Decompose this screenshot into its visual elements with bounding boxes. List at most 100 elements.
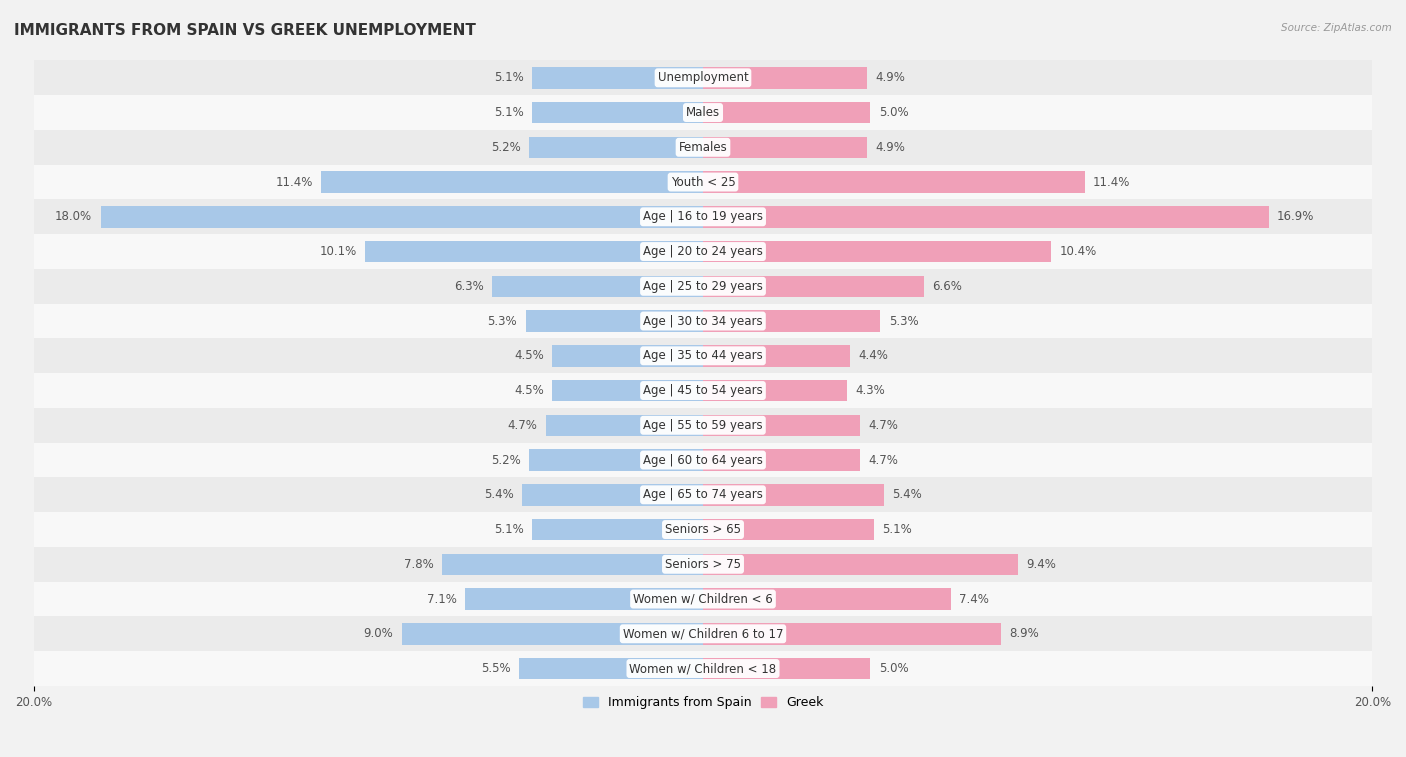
Bar	[34, 338, 1372, 373]
Text: 5.2%: 5.2%	[491, 141, 520, 154]
Bar	[703, 484, 884, 506]
Text: Youth < 25: Youth < 25	[671, 176, 735, 188]
Bar	[34, 616, 1372, 651]
Bar	[703, 101, 870, 123]
Bar	[34, 61, 1372, 95]
Text: 9.0%: 9.0%	[364, 628, 394, 640]
Bar	[441, 553, 703, 575]
Text: 5.4%: 5.4%	[484, 488, 513, 501]
Text: 4.7%: 4.7%	[869, 453, 898, 466]
Bar	[703, 241, 1052, 263]
Text: 5.4%: 5.4%	[893, 488, 922, 501]
Text: Age | 55 to 59 years: Age | 55 to 59 years	[643, 419, 763, 431]
Text: 6.3%: 6.3%	[454, 280, 484, 293]
Text: 7.1%: 7.1%	[427, 593, 457, 606]
Text: 5.1%: 5.1%	[494, 106, 524, 119]
Text: Age | 65 to 74 years: Age | 65 to 74 years	[643, 488, 763, 501]
Bar	[34, 373, 1372, 408]
Bar	[34, 234, 1372, 269]
Bar	[703, 171, 1084, 193]
Text: Seniors > 65: Seniors > 65	[665, 523, 741, 536]
Text: Females: Females	[679, 141, 727, 154]
Text: Age | 16 to 19 years: Age | 16 to 19 years	[643, 210, 763, 223]
Text: Women w/ Children < 18: Women w/ Children < 18	[630, 662, 776, 675]
Bar	[34, 408, 1372, 443]
Bar	[34, 512, 1372, 547]
Text: 11.4%: 11.4%	[276, 176, 314, 188]
Text: 9.4%: 9.4%	[1026, 558, 1056, 571]
Text: 4.4%: 4.4%	[859, 349, 889, 363]
Bar	[553, 380, 703, 401]
Text: 10.1%: 10.1%	[319, 245, 357, 258]
Bar	[533, 519, 703, 540]
Bar	[703, 623, 1001, 644]
Bar	[34, 269, 1372, 304]
Bar	[553, 345, 703, 366]
Bar	[529, 449, 703, 471]
Bar	[533, 101, 703, 123]
Text: 4.7%: 4.7%	[869, 419, 898, 431]
Text: Women w/ Children 6 to 17: Women w/ Children 6 to 17	[623, 628, 783, 640]
Bar	[34, 478, 1372, 512]
Bar	[703, 415, 860, 436]
Bar	[703, 345, 851, 366]
Bar	[34, 581, 1372, 616]
Bar	[366, 241, 703, 263]
Text: 7.8%: 7.8%	[404, 558, 433, 571]
Bar	[529, 136, 703, 158]
Text: Source: ZipAtlas.com: Source: ZipAtlas.com	[1281, 23, 1392, 33]
Text: Males: Males	[686, 106, 720, 119]
Text: 5.1%: 5.1%	[494, 523, 524, 536]
Bar	[34, 547, 1372, 581]
Bar	[703, 380, 846, 401]
Bar	[522, 484, 703, 506]
Text: 5.0%: 5.0%	[879, 662, 908, 675]
Text: 5.3%: 5.3%	[488, 315, 517, 328]
Bar	[519, 658, 703, 679]
Text: 5.2%: 5.2%	[491, 453, 520, 466]
Text: 6.6%: 6.6%	[932, 280, 962, 293]
Text: 7.4%: 7.4%	[959, 593, 988, 606]
Bar	[703, 276, 924, 297]
Bar	[703, 449, 860, 471]
Bar	[703, 310, 880, 332]
Bar	[492, 276, 703, 297]
Bar	[402, 623, 703, 644]
Text: 4.7%: 4.7%	[508, 419, 537, 431]
Text: 10.4%: 10.4%	[1060, 245, 1097, 258]
Bar	[34, 95, 1372, 130]
Text: 5.1%: 5.1%	[882, 523, 912, 536]
Bar	[703, 136, 868, 158]
Bar	[100, 206, 703, 228]
Text: 4.5%: 4.5%	[515, 384, 544, 397]
Text: 4.3%: 4.3%	[855, 384, 884, 397]
Text: Age | 20 to 24 years: Age | 20 to 24 years	[643, 245, 763, 258]
Text: 5.0%: 5.0%	[879, 106, 908, 119]
Bar	[703, 519, 873, 540]
Text: 4.9%: 4.9%	[876, 71, 905, 84]
Text: 4.9%: 4.9%	[876, 141, 905, 154]
Bar	[34, 443, 1372, 478]
Text: 5.3%: 5.3%	[889, 315, 918, 328]
Text: 4.5%: 4.5%	[515, 349, 544, 363]
Bar	[703, 206, 1268, 228]
Text: 18.0%: 18.0%	[55, 210, 93, 223]
Bar	[526, 310, 703, 332]
Bar	[703, 67, 868, 89]
Bar	[465, 588, 703, 610]
Bar	[34, 304, 1372, 338]
Text: Age | 25 to 29 years: Age | 25 to 29 years	[643, 280, 763, 293]
Text: 8.9%: 8.9%	[1010, 628, 1039, 640]
Text: 16.9%: 16.9%	[1277, 210, 1315, 223]
Text: Seniors > 75: Seniors > 75	[665, 558, 741, 571]
Text: IMMIGRANTS FROM SPAIN VS GREEK UNEMPLOYMENT: IMMIGRANTS FROM SPAIN VS GREEK UNEMPLOYM…	[14, 23, 477, 38]
Bar	[34, 165, 1372, 199]
Bar	[703, 553, 1018, 575]
Text: 5.5%: 5.5%	[481, 662, 510, 675]
Text: Age | 35 to 44 years: Age | 35 to 44 years	[643, 349, 763, 363]
Legend: Immigrants from Spain, Greek: Immigrants from Spain, Greek	[578, 691, 828, 714]
Text: Age | 60 to 64 years: Age | 60 to 64 years	[643, 453, 763, 466]
Bar	[34, 651, 1372, 686]
Text: Women w/ Children < 6: Women w/ Children < 6	[633, 593, 773, 606]
Text: 5.1%: 5.1%	[494, 71, 524, 84]
